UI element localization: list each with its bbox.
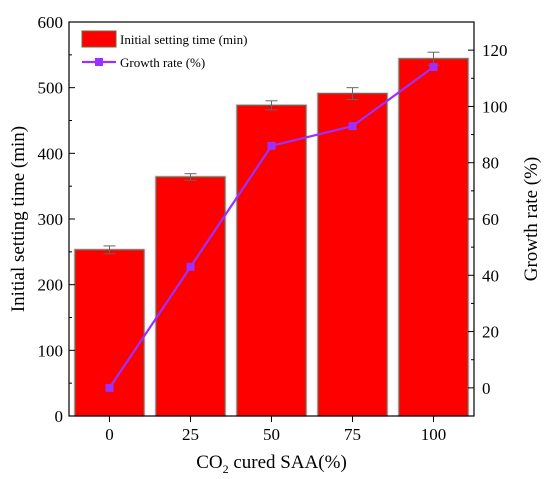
x-axis-title-main: CO <box>196 452 222 473</box>
bar <box>398 58 469 417</box>
y2-tick-label: 60 <box>482 210 499 229</box>
y2-axis-title: Growth rate (%) <box>521 157 542 282</box>
legend-bar-label: Initial setting time (min) <box>120 32 247 47</box>
y2-tick-label: 40 <box>482 266 499 285</box>
growth-rate-point <box>348 122 357 131</box>
y2-tick-label: 120 <box>482 41 508 60</box>
y-axis-title: Initial setting time (min) <box>8 126 29 312</box>
y-tick-label: 0 <box>55 407 64 426</box>
y-tick-label: 200 <box>38 276 64 295</box>
y2-tick-label: 20 <box>482 323 499 342</box>
legend-line-label: Growth rate (%) <box>120 55 205 70</box>
y-tick-label: 500 <box>38 79 64 98</box>
legend: Initial setting time (min) Growth rate (… <box>81 30 247 70</box>
y-tick-label: 400 <box>38 144 64 163</box>
bar <box>317 92 388 417</box>
legend-line-marker <box>95 58 103 66</box>
y-tick-label: 100 <box>38 341 64 360</box>
x-tick-label: 100 <box>421 425 447 444</box>
x-axis-title-rest: cured SAA(%) <box>229 452 347 473</box>
x-axis: 0 25 50 75 100 <box>105 416 446 444</box>
y-tick-label: 300 <box>38 210 64 229</box>
growth-rate-point <box>429 63 438 72</box>
y2-tick-label: 0 <box>482 379 491 398</box>
y2-tick-label: 80 <box>482 154 499 173</box>
x-axis-title-subscript: 2 <box>223 462 229 476</box>
bar <box>155 176 226 417</box>
x-tick-label: 25 <box>182 425 199 444</box>
bar <box>236 104 307 417</box>
bars-layer <box>73 51 470 417</box>
x-axis-title: CO2 cured SAA(%) <box>196 452 347 476</box>
growth-rate-point <box>267 141 276 150</box>
x-tick-label: 0 <box>105 425 114 444</box>
y2-tick-label: 100 <box>482 97 508 116</box>
y-tick-label: 600 <box>38 13 64 32</box>
x-tick-label: 75 <box>344 425 361 444</box>
left-y-axis: 0 100 200 300 400 500 600 <box>38 13 75 426</box>
growth-rate-point <box>105 383 114 392</box>
x-tick-label: 50 <box>263 425 280 444</box>
growth-rate-point <box>186 262 195 271</box>
growth-line-layer <box>105 63 438 392</box>
right-y-axis: 0 20 40 60 80 100 120 <box>468 41 508 398</box>
legend-bar-swatch <box>81 30 117 48</box>
